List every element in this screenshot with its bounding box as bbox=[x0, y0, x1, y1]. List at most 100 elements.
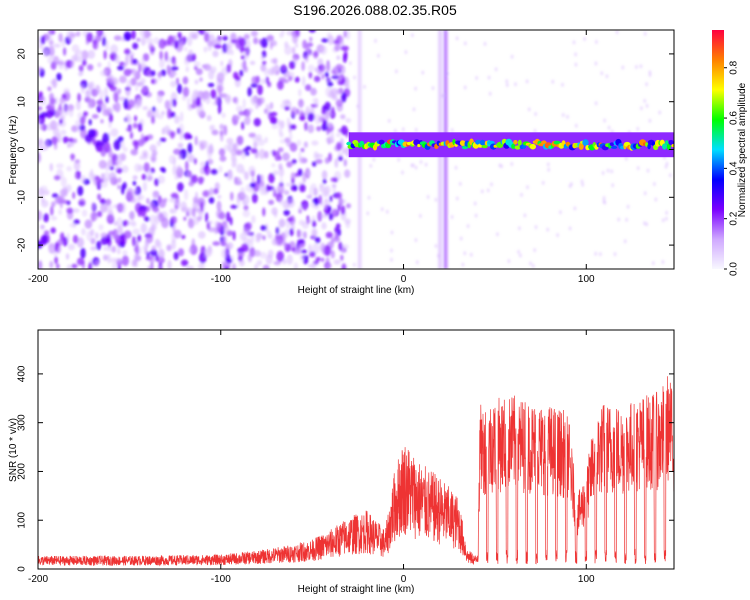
heatmap-cell bbox=[148, 255, 156, 264]
heatmap-cell bbox=[411, 163, 415, 168]
heatmap-cell bbox=[459, 140, 466, 147]
heatmap-cell bbox=[658, 110, 662, 115]
heatmap-cell bbox=[340, 114, 346, 120]
heatmap-cell bbox=[50, 227, 56, 234]
heatmap-cell bbox=[49, 260, 54, 269]
heatmap-cell bbox=[241, 121, 245, 130]
heatmap-cell bbox=[236, 135, 244, 146]
heatmap-cell bbox=[208, 227, 216, 233]
heatmap-cell bbox=[52, 55, 60, 65]
heatmap-cell bbox=[121, 165, 129, 173]
heatmap-cell bbox=[322, 178, 327, 184]
heatmap-cell bbox=[322, 119, 328, 126]
heatmap-cell bbox=[66, 166, 72, 172]
heatmap-cell bbox=[299, 116, 306, 121]
heatmap-cell bbox=[205, 95, 211, 105]
heatmap-cell bbox=[280, 120, 285, 129]
heatmap-cell bbox=[77, 92, 81, 103]
heatmap-cell bbox=[458, 181, 462, 186]
heatmap-cell bbox=[241, 169, 246, 175]
heatmap-cell bbox=[390, 230, 394, 235]
heatmap-cell bbox=[264, 67, 268, 77]
heatmap-cell bbox=[317, 64, 323, 70]
heatmap-cell bbox=[665, 216, 668, 221]
heatmap-cell bbox=[83, 111, 89, 117]
heatmap-cell bbox=[183, 189, 189, 201]
heatmap-cell bbox=[255, 104, 259, 110]
heatmap-cell bbox=[194, 135, 198, 146]
heatmap-cell bbox=[179, 129, 184, 141]
heatmap-cell bbox=[81, 209, 88, 217]
heatmap-cell bbox=[97, 145, 104, 152]
heatmap-cell bbox=[221, 248, 228, 259]
heatmap-cell bbox=[353, 75, 356, 80]
heatmap-cell bbox=[195, 68, 203, 76]
heatmap-cell bbox=[122, 181, 127, 190]
heatmap-cell bbox=[643, 98, 647, 103]
heatmap-cell bbox=[141, 86, 148, 94]
heatmap-cell bbox=[184, 46, 188, 52]
heatmap-cell bbox=[321, 222, 327, 230]
heatmap-cell bbox=[366, 211, 370, 216]
heatmap-cell bbox=[235, 105, 243, 113]
heatmap-cell bbox=[215, 96, 219, 106]
heatmap-cell bbox=[312, 220, 317, 228]
heatmap-cell bbox=[488, 91, 492, 96]
heatmap-cell bbox=[282, 152, 290, 161]
heatmap-cell bbox=[105, 198, 112, 206]
heatmap-cell bbox=[309, 36, 313, 42]
heatmap-cell bbox=[154, 215, 160, 225]
heatmap-cell bbox=[363, 84, 366, 89]
heatmap-cell bbox=[268, 173, 275, 184]
heatmap-cell bbox=[137, 122, 143, 132]
heatmap-cell bbox=[134, 202, 143, 213]
heatmap-cell bbox=[314, 114, 322, 125]
heatmap-cell bbox=[51, 201, 56, 208]
heatmap-cell bbox=[95, 175, 99, 187]
heatmap-cell bbox=[172, 98, 177, 107]
heatmap-cell bbox=[232, 230, 236, 241]
heatmap-cell bbox=[100, 202, 108, 213]
heatmap-cell bbox=[242, 209, 251, 218]
heatmap-cell bbox=[309, 186, 313, 197]
heatmap-cell bbox=[204, 63, 211, 70]
heatmap-cell bbox=[341, 263, 347, 269]
heatmap-cell bbox=[283, 190, 290, 196]
heatmap-cell bbox=[210, 89, 217, 99]
heatmap-cell bbox=[312, 243, 320, 255]
heatmap-cell bbox=[580, 179, 584, 184]
heatmap-cell bbox=[302, 39, 307, 49]
heatmap-cell bbox=[119, 75, 127, 84]
heatmap-cell bbox=[253, 141, 258, 149]
heatmap-cell bbox=[190, 104, 198, 109]
heatmap-cell bbox=[256, 97, 262, 107]
heatmap-cell bbox=[177, 127, 181, 135]
heatmap-cell bbox=[335, 63, 343, 70]
heatmap-cell bbox=[241, 243, 249, 252]
heatmap-cell bbox=[74, 173, 79, 180]
heatmap-cell bbox=[71, 44, 80, 53]
heatmap-cell bbox=[87, 64, 94, 71]
heatmap-ridge bbox=[346, 132, 674, 158]
heatmap-cell bbox=[172, 60, 177, 67]
heatmap-cell bbox=[94, 260, 100, 267]
heatmap-cell bbox=[248, 132, 256, 138]
heatmap-cell bbox=[314, 67, 319, 73]
heatmap-cell bbox=[51, 136, 59, 144]
heatmap-cell bbox=[310, 87, 317, 96]
heatmap-cell bbox=[294, 76, 300, 83]
heatmap-cell bbox=[58, 103, 62, 111]
heatmap-cell bbox=[134, 246, 143, 255]
heatmap-cell bbox=[130, 220, 136, 226]
heatmap-cell bbox=[213, 188, 219, 195]
heatmap-cell bbox=[117, 136, 124, 143]
heatmap-cell bbox=[308, 71, 313, 79]
heatmap-cell bbox=[623, 239, 627, 244]
heatmap-cell bbox=[169, 208, 175, 214]
heatmap-cell bbox=[298, 205, 304, 211]
heatmap-cell bbox=[188, 49, 194, 57]
heatmap-cell bbox=[647, 143, 651, 150]
heatmap-cell bbox=[568, 226, 572, 231]
heatmap-cell bbox=[352, 262, 356, 267]
heatmap-cell bbox=[338, 241, 343, 251]
